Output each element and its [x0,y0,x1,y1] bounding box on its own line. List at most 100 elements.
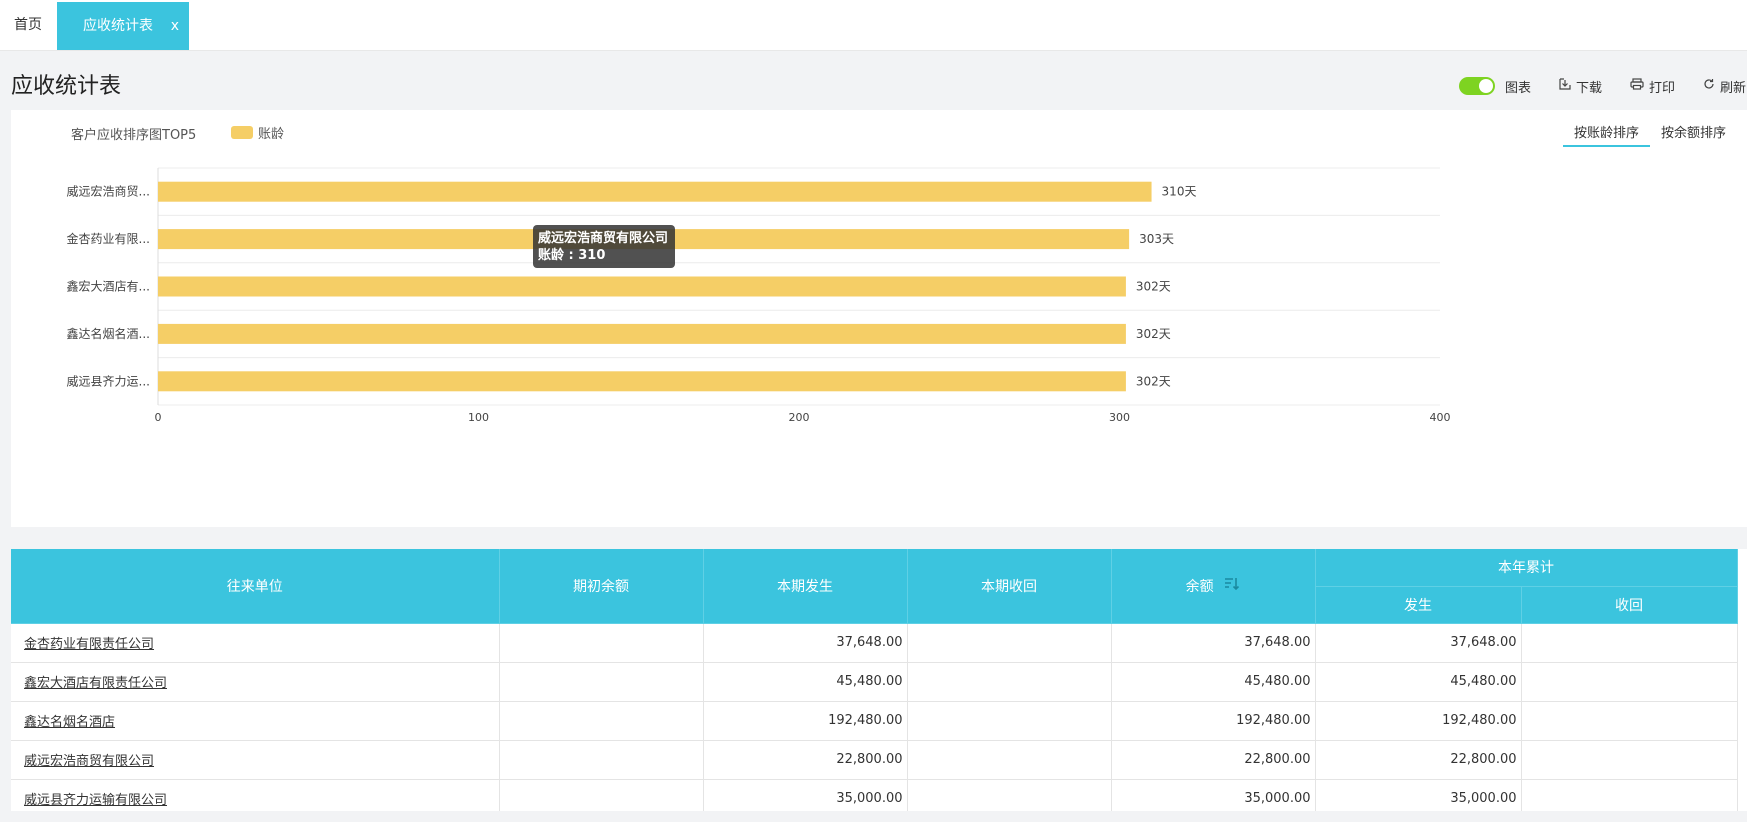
cell-incurred: 45,480.00 [703,662,908,702]
refresh-icon [1703,78,1715,94]
cell-ytd-received [1521,740,1738,780]
print-button[interactable]: 打印 [1630,77,1675,96]
cell-ytd-incurred: 22,800.00 [1315,740,1522,780]
toggle-switch[interactable] [1458,77,1495,95]
cell-balance: 35,000.00 [1111,779,1316,811]
header-ytd-received: 收回 [1521,586,1738,624]
category-label: 威远宏浩商贸... [67,184,150,199]
tab-receivable-stats[interactable]: 应收统计表 x [57,2,189,50]
data-label: 302天 [1136,280,1171,294]
download-icon [1559,78,1571,94]
cell-ytd-received [1521,779,1738,811]
data-label: 302天 [1136,327,1171,341]
company-link[interactable]: 鑫宏大酒店有限责任公司 [24,676,168,691]
table-row: 威远宏浩商贸有限公司 22,800.00 22,800.00 22,800.00 [11,740,1738,780]
tooltip-title: 威远宏浩商贸有限公司 [538,231,669,246]
header-incurred: 本期发生 [703,549,908,624]
tab-home[interactable]: 首页 [14,17,42,33]
printer-icon [1630,78,1644,94]
cell-balance: 22,800.00 [1111,740,1316,780]
cell-incurred: 22,800.00 [703,740,908,780]
cell-balance: 37,648.00 [1111,623,1316,663]
chart-tooltip: 威远宏浩商贸有限公司 账龄 : 310 [533,225,675,268]
chart-legend[interactable]: 账龄 [231,123,284,142]
cell-ytd-received [1521,701,1738,741]
category-label: 威远县齐力运... [67,373,150,388]
print-label: 打印 [1648,80,1675,96]
cell-opening [499,740,704,780]
chart-toggle-label: 图表 [1504,80,1531,96]
cell-incurred: 35,000.00 [703,779,908,811]
company-link-cell[interactable]: 威远宏浩商贸有限公司 [11,740,500,780]
sort-icon[interactable] [1220,577,1241,595]
x-tick-label: 400 [1430,411,1451,424]
category-label: 鑫宏大酒店有... [67,279,150,294]
cell-opening [499,623,704,663]
header-balance[interactable]: 余额 [1111,549,1316,624]
cell-received [907,701,1112,741]
x-tick-label: 0 [155,411,162,424]
toolbar: 图表 下载 打印 刷新 [1458,74,1747,98]
header-opening: 期初余额 [499,549,704,624]
cell-incurred: 37,648.00 [703,623,908,663]
company-link-cell[interactable]: 金杏药业有限责任公司 [11,623,500,663]
table-row: 金杏药业有限责任公司 37,648.00 37,648.00 37,648.00 [11,623,1738,663]
company-link-cell[interactable]: 鑫宏大酒店有限责任公司 [11,662,500,702]
header-ytd-incurred: 发生 [1315,586,1522,624]
header-company: 往来单位 [11,549,500,624]
header-balance-label: 余额 [1185,578,1214,595]
company-link[interactable]: 威远县齐力运输有限公司 [24,793,168,808]
cell-balance: 192,480.00 [1111,701,1316,741]
legend-label: 账龄 [258,127,285,142]
x-tick-label: 200 [789,411,810,424]
cell-incurred: 192,480.00 [703,701,908,741]
close-icon[interactable]: x [170,18,179,34]
tooltip-value: 账龄 : 310 [538,248,606,263]
company-link[interactable]: 威远宏浩商贸有限公司 [24,754,155,769]
header-received: 本期收回 [907,549,1112,624]
bar[interactable] [158,276,1126,297]
bar[interactable] [158,181,1152,202]
legend-swatch [231,126,253,139]
download-button[interactable]: 下载 [1559,77,1602,96]
data-label: 303天 [1139,232,1174,246]
chart-toggle[interactable]: 图表 [1458,77,1531,96]
cell-received [907,662,1112,702]
table-row: 鑫宏大酒店有限责任公司 45,480.00 45,480.00 45,480.00 [11,662,1738,702]
table-row: 威远县齐力运输有限公司 35,000.00 35,000.00 35,000.00 [11,779,1738,811]
cell-opening [499,662,704,702]
bar[interactable] [158,323,1126,344]
cell-balance: 45,480.00 [1111,662,1316,702]
page-title: 应收统计表 [11,74,122,99]
tab-bar: 首页 应收统计表 x [0,0,1747,51]
table-row: 鑫达名烟名酒店 192,480.00 192,480.00 192,480.00 [11,701,1738,741]
sort-by-age-tab[interactable]: 按账龄排序 [1562,122,1650,147]
cell-received [907,623,1112,663]
cell-received [907,740,1112,780]
cell-ytd-incurred: 35,000.00 [1315,779,1522,811]
tab-label: 应收统计表 [83,18,153,34]
sort-by-balance-tab[interactable]: 按余额排序 [1660,126,1726,141]
cell-opening [499,779,704,811]
cell-received [907,779,1112,811]
company-link[interactable]: 鑫达名烟名酒店 [24,715,116,730]
header-ytd: 本年累计 [1315,549,1738,587]
chart-panel: 威远宏浩商贸... 310天 金杏药业有限... 303天 鑫宏大酒店有... 302天鑫… [11,110,1747,527]
cell-opening [499,701,704,741]
download-label: 下载 [1575,80,1602,96]
sort-tabs: 按账龄排序 按余额排序 [1562,122,1737,147]
bar[interactable] [158,371,1126,392]
company-link-cell[interactable]: 威远县齐力运输有限公司 [11,779,500,811]
x-tick-label: 300 [1109,411,1130,424]
refresh-label: 刷新 [1720,80,1747,96]
receivable-table: 往来单位 期初余额 本期发生 本期收回 余额 本年累计 发生 收回 金杏药业有限… [11,549,1747,811]
data-label: 310天 [1162,185,1197,199]
refresh-button[interactable]: 刷新 [1703,77,1747,96]
company-link[interactable]: 金杏药业有限责任公司 [24,637,155,652]
cell-ytd-incurred: 45,480.00 [1315,662,1522,702]
data-label: 302天 [1136,374,1171,388]
cell-ytd-received [1521,662,1738,702]
chart-title: 客户应收排序图TOP5 [71,128,197,143]
company-link-cell[interactable]: 鑫达名烟名酒店 [11,701,500,741]
